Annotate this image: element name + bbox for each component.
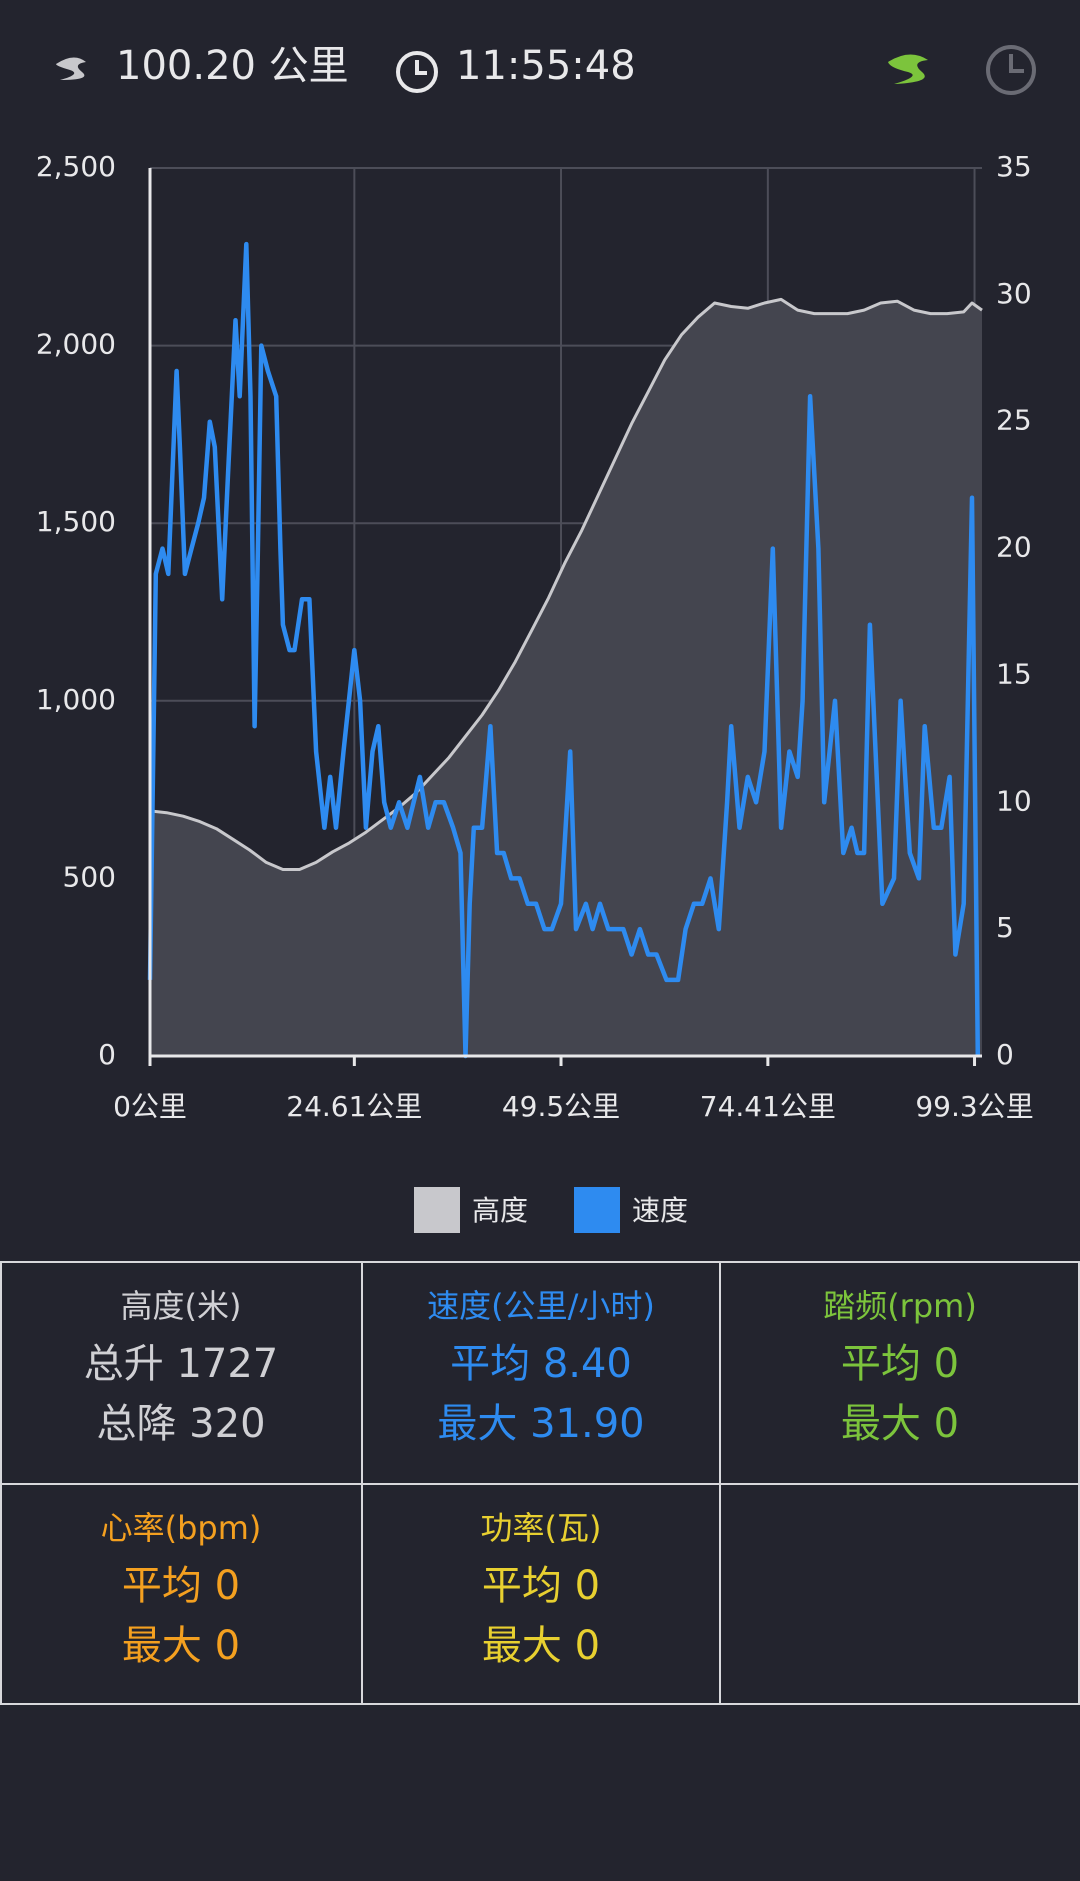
stat-value: 最大 0	[122, 1623, 240, 1669]
y-tick-label: 0	[98, 1038, 116, 1071]
stat-title: 心率(bpm)	[101, 1509, 262, 1547]
line	[149, 297, 983, 871]
stat-title: 踏频(rpm)	[823, 1287, 977, 1325]
y-tick-label: 500	[63, 860, 116, 893]
x-tick-label: 74.41公里	[700, 1090, 836, 1123]
distance: 100.20 公里	[116, 43, 349, 89]
clock-icon	[396, 51, 438, 93]
time: 11:55:48	[456, 43, 636, 89]
stat-value: 平均 8.40	[450, 1341, 632, 1387]
stat-value: 总降 320	[96, 1401, 265, 1447]
stat-value: 平均 0	[122, 1563, 240, 1609]
legend-swatch	[574, 1187, 620, 1233]
stat-value: 平均 0	[841, 1341, 959, 1387]
y-tick-label: 1,000	[36, 683, 116, 716]
y2-tick-label: 15	[996, 657, 1032, 690]
y2-tick-label: 10	[996, 784, 1032, 817]
stat-title: 高度(米)	[121, 1287, 242, 1325]
y2-tick-label: 0	[996, 1038, 1014, 1071]
stat-value: 总升 1727	[84, 1341, 279, 1387]
legend-swatch	[414, 1187, 460, 1233]
legend-label: 高度	[472, 1194, 528, 1227]
stat-value: 平均 0	[482, 1563, 600, 1609]
line	[147, 241, 981, 1059]
y2-tick-label: 20	[996, 531, 1032, 564]
distance-icon	[56, 57, 86, 80]
x-tick-label: 24.61公里	[286, 1090, 422, 1123]
y2-tick-label: 35	[996, 150, 1032, 183]
y2-tick-label: 25	[996, 404, 1032, 437]
y-tick-label: 1,500	[36, 505, 116, 538]
stat-value: 最大 31.90	[437, 1401, 644, 1447]
x-tick-label: 0公里	[113, 1090, 187, 1123]
y2-tick-label: 5	[996, 911, 1014, 944]
x-tick-label: 49.5公里	[502, 1090, 620, 1123]
stat-title: 功率(瓦)	[481, 1509, 602, 1547]
stat-value: 最大 0	[841, 1401, 959, 1447]
distance-toggle[interactable]	[888, 54, 928, 84]
time-toggle[interactable]	[986, 45, 1036, 95]
stat-title: 速度(公里/小时)	[427, 1287, 655, 1325]
area	[150, 299, 982, 1056]
stat-value: 最大 0	[482, 1623, 600, 1669]
x-tick-label: 99.3公里	[915, 1090, 1033, 1123]
y-tick-label: 2,000	[36, 328, 116, 361]
legend-label: 速度	[632, 1194, 688, 1227]
y2-tick-label: 30	[996, 277, 1032, 310]
y-tick-label: 2,500	[36, 150, 116, 183]
